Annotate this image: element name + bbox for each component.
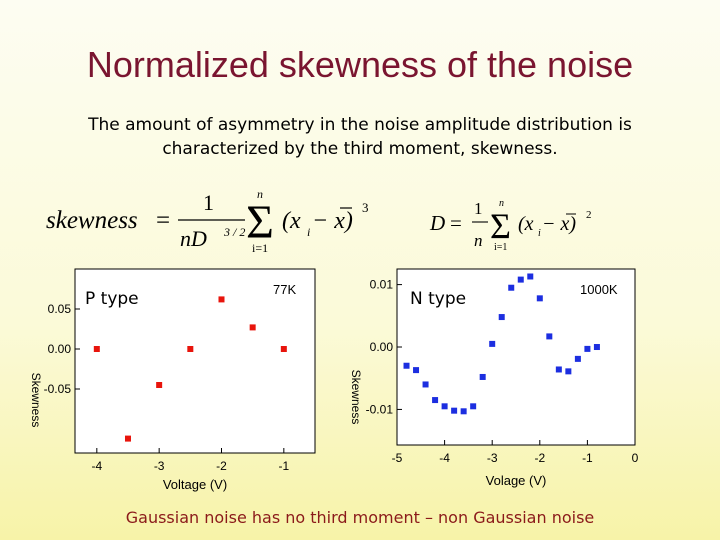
variance-term-sub: i — [538, 228, 541, 239]
skewness-term-sub: i — [307, 225, 310, 239]
n-type-data-point — [555, 366, 562, 373]
p-type-ylabel: Skewness — [29, 373, 43, 428]
p-type-data-point — [280, 346, 287, 352]
n-type-data-point — [527, 273, 534, 280]
n-type-chart: -5 -4 -3 -2 -1 0 0.01 0.00 -0.01 N type 1000K Vo… — [349, 268, 639, 488]
p-type-ytick-label: 0.00 — [48, 342, 72, 356]
n-type-xtick-label: -5 — [392, 451, 403, 465]
n-type-xlabel: Volage (V) — [486, 473, 547, 488]
n-type-xtick-label: -3 — [487, 451, 498, 465]
n-type-data-point — [574, 355, 581, 362]
p-type-xtick-label: -2 — [216, 459, 227, 473]
variance-denominator: n — [474, 231, 483, 250]
n-type-data-point — [479, 373, 486, 380]
p-type-chart: -4 -3 -2 -1 0.05 0.00 -0.05 P type 77K Voltage… — [29, 268, 316, 492]
n-type-data-point — [470, 403, 477, 410]
n-type-xtick-label: -4 — [439, 451, 450, 465]
variance-numerator: 1 — [474, 199, 483, 218]
skewness-denominator: nD — [180, 226, 207, 251]
skewness-sum-upper: n — [257, 187, 263, 201]
p-type-xtick-label: -1 — [278, 459, 289, 473]
p-type-label: P type — [85, 289, 139, 309]
p-type-xtick-label: -3 — [154, 459, 165, 473]
n-type-data-point — [536, 295, 543, 302]
slide-footer: Gaussian noise has no third moment – non… — [125, 508, 595, 527]
skewness-numerator: 1 — [203, 190, 214, 215]
n-type-data-point — [584, 345, 591, 352]
variance-sum-upper: n — [499, 198, 504, 209]
n-type-data-point — [441, 403, 448, 410]
skewness-term-minus: − x) — [312, 208, 353, 234]
n-type-data-point — [432, 397, 439, 404]
n-type-ytick-label: 0.00 — [370, 340, 394, 354]
p-type-annotation: 77K — [273, 282, 296, 297]
p-type-data-point — [156, 382, 163, 388]
n-type-plot-area — [396, 268, 636, 446]
p-type-xtick-label: -4 — [91, 459, 102, 473]
variance-sum-lower: i=1 — [494, 242, 507, 253]
n-type-data-point — [498, 314, 505, 321]
n-type-xtick-label: -2 — [534, 451, 545, 465]
n-type-xtick-label: 0 — [632, 451, 639, 465]
variance-formula: D = 1 n n Σ i=1 (x i − x) 2 — [429, 198, 592, 253]
n-type-data-point — [517, 276, 524, 283]
svg-text:=: = — [450, 211, 462, 235]
skewness-sum-lower: i=1 — [252, 241, 268, 255]
n-type-ytick-label: -0.01 — [366, 402, 394, 416]
skewness-lhs: skewness — [46, 207, 138, 234]
p-type-ytick-label: -0.05 — [44, 382, 72, 396]
p-type-plot-area — [74, 268, 316, 454]
variance-term: (x — [518, 213, 534, 235]
n-type-annotation: 1000K — [580, 282, 618, 297]
skewness-power: 3 — [362, 200, 369, 215]
n-type-data-point — [413, 367, 420, 374]
p-type-xlabel: Voltage (V) — [163, 477, 227, 492]
variance-power: 2 — [586, 209, 592, 221]
n-type-xtick-label: -1 — [582, 451, 593, 465]
p-type-data-point — [93, 346, 100, 352]
n-type-data-point — [508, 284, 515, 291]
p-type-data-point — [249, 324, 256, 331]
slide-title: Normalized skewness of the noise — [86, 44, 634, 85]
n-type-data-point — [451, 407, 458, 414]
n-type-data-point — [460, 408, 467, 415]
n-type-ytick-label: 0.01 — [370, 278, 394, 292]
p-type-ytick-label: 0.05 — [48, 302, 72, 316]
n-type-data-point — [489, 340, 496, 347]
n-type-ylabel: Skewness — [349, 370, 363, 425]
variance-lhs: D — [429, 211, 445, 235]
n-type-data-point — [403, 362, 410, 369]
n-type-data-point — [565, 368, 572, 375]
n-type-data-point — [593, 344, 600, 351]
skewness-denominator-exp: 3 / 2 — [223, 225, 245, 239]
skewness-term: (x — [282, 208, 301, 234]
p-type-data-point — [124, 435, 131, 442]
svg-text:Σ: Σ — [246, 196, 274, 249]
slide-subtitle: The amount of asymmetry in the noise amp… — [88, 115, 632, 159]
n-type-data-point — [422, 381, 429, 388]
p-type-data-point — [218, 296, 225, 303]
p-type-data-point — [187, 346, 194, 352]
svg-text:=: = — [156, 207, 170, 234]
n-type-label: N type — [410, 289, 466, 309]
variance-term-minus: − x) — [542, 213, 576, 235]
skewness-formula: skewness = 1 nD 3 / 2 n Σ i=1 (x i − x) … — [46, 187, 369, 255]
svg-text:Σ: Σ — [490, 206, 511, 246]
n-type-data-point — [546, 333, 553, 340]
